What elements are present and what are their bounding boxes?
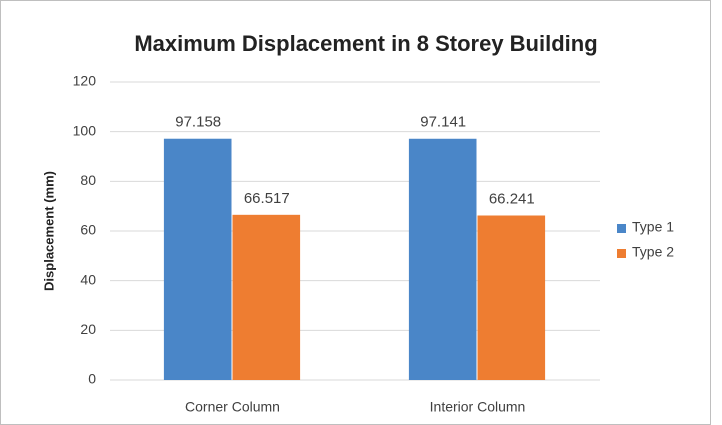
data-label: 97.141: [420, 114, 466, 131]
y-tick-label: 0: [88, 371, 96, 387]
data-label: 66.241: [489, 190, 535, 207]
legend-label: Type 2: [632, 244, 674, 260]
y-tick-label: 60: [80, 222, 96, 238]
bar: [477, 215, 546, 380]
bar: [163, 138, 232, 380]
y-tick-label: 20: [80, 321, 96, 337]
x-tick-label: Corner Column: [185, 399, 280, 415]
chart-title: Maximum Displacement in 8 Storey Buildin…: [134, 31, 597, 56]
bar: [232, 214, 301, 380]
legend-swatch: [617, 249, 626, 258]
y-axis-label: Displacement (mm): [41, 171, 56, 291]
legend-swatch: [617, 224, 626, 233]
data-label: 66.517: [244, 190, 290, 207]
bar: [408, 138, 477, 380]
data-label: 97.158: [175, 114, 221, 131]
y-tick-label: 80: [80, 172, 96, 188]
legend-label: Type 1: [632, 219, 674, 235]
y-tick-label: 120: [73, 73, 97, 89]
y-tick-label: 40: [80, 271, 96, 287]
x-tick-label: Interior Column: [430, 399, 526, 415]
y-tick-label: 100: [73, 122, 97, 138]
